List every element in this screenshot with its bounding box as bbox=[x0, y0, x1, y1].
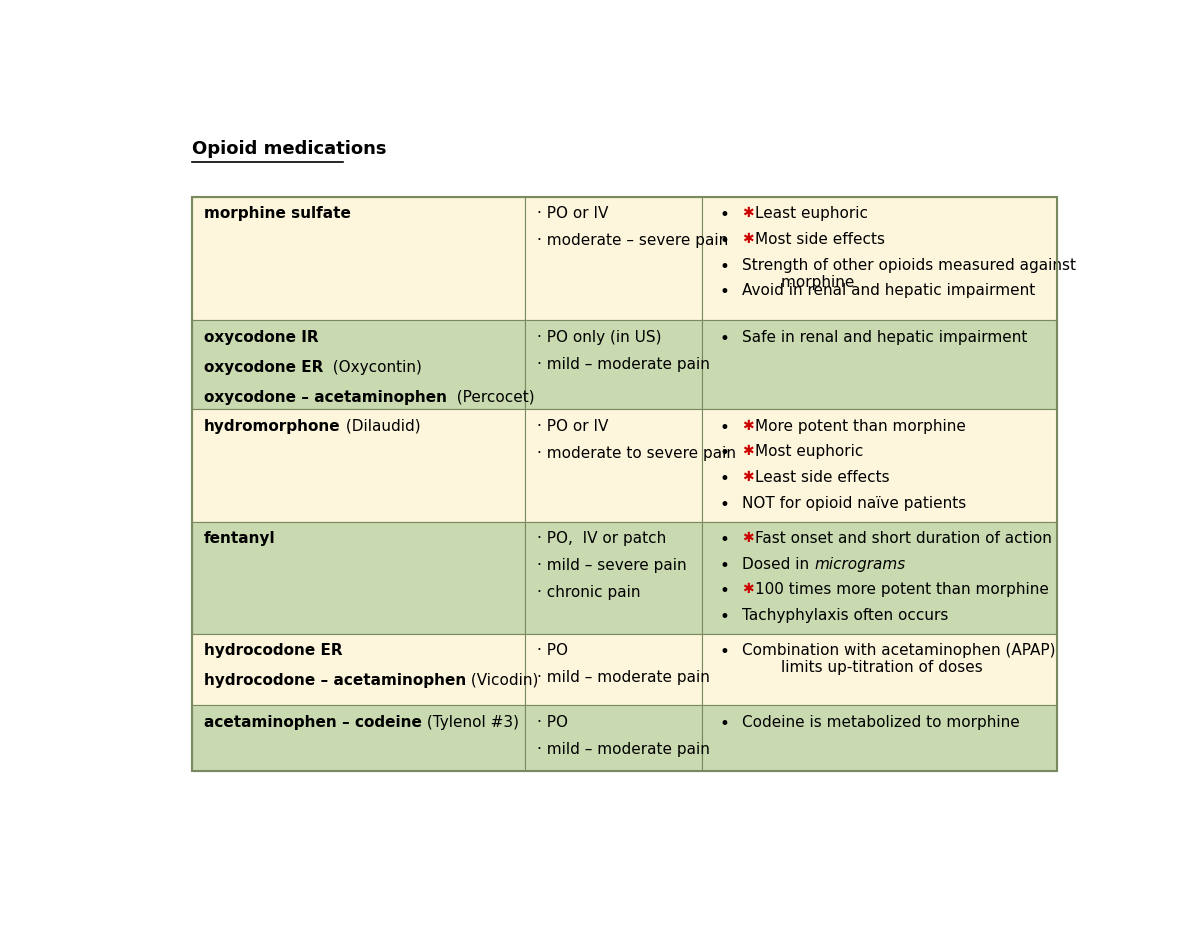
Text: •: • bbox=[720, 284, 730, 301]
Text: morphine sulfate: morphine sulfate bbox=[204, 206, 350, 222]
Text: ✱: ✱ bbox=[742, 419, 754, 433]
Text: •: • bbox=[720, 715, 730, 732]
Bar bbox=[524, 705, 702, 771]
Bar bbox=[192, 633, 524, 705]
Bar bbox=[702, 410, 1057, 522]
Text: · moderate to severe pain: · moderate to severe pain bbox=[536, 446, 736, 461]
Text: Strength of other opioids measured against
        morphine: Strength of other opioids measured again… bbox=[742, 258, 1076, 290]
Text: Dosed in: Dosed in bbox=[742, 556, 814, 572]
Text: Most euphoric: Most euphoric bbox=[755, 444, 863, 460]
Text: · mild – severe pain: · mild – severe pain bbox=[536, 558, 686, 573]
Text: ✱: ✱ bbox=[742, 531, 754, 545]
Text: hydrocodone ER: hydrocodone ER bbox=[204, 642, 342, 658]
Text: Tachyphylaxis often occurs: Tachyphylaxis often occurs bbox=[742, 608, 948, 623]
Text: · PO or IV: · PO or IV bbox=[536, 206, 608, 222]
Text: acetaminophen – codeine: acetaminophen – codeine bbox=[204, 715, 422, 730]
Text: ✱: ✱ bbox=[742, 444, 754, 459]
Bar bbox=[702, 321, 1057, 410]
Text: oxycodone – acetaminophen: oxycodone – acetaminophen bbox=[204, 389, 446, 405]
Text: More potent than morphine: More potent than morphine bbox=[755, 419, 966, 434]
Text: Fast onset and short duration of action: Fast onset and short duration of action bbox=[755, 531, 1051, 546]
Text: · mild – moderate pain: · mild – moderate pain bbox=[536, 670, 710, 685]
Text: 100 times more potent than morphine: 100 times more potent than morphine bbox=[755, 582, 1049, 597]
Bar bbox=[524, 522, 702, 633]
Text: NOT for opioid naïve patients: NOT for opioid naïve patients bbox=[742, 496, 966, 511]
Text: •: • bbox=[720, 608, 730, 626]
Text: micrograms: micrograms bbox=[814, 556, 905, 572]
Text: · PO or IV: · PO or IV bbox=[536, 419, 608, 434]
Text: •: • bbox=[720, 444, 730, 463]
Text: ✱: ✱ bbox=[742, 470, 754, 484]
Bar bbox=[702, 633, 1057, 705]
Text: Avoid in renal and hepatic impairment: Avoid in renal and hepatic impairment bbox=[742, 284, 1036, 298]
Bar bbox=[192, 321, 524, 410]
Text: (Vicodin): (Vicodin) bbox=[466, 673, 539, 688]
Bar bbox=[192, 410, 524, 522]
Bar bbox=[192, 197, 1057, 771]
Bar bbox=[192, 197, 524, 321]
Text: hydromorphone: hydromorphone bbox=[204, 419, 341, 434]
Text: •: • bbox=[720, 330, 730, 348]
Bar bbox=[192, 522, 524, 633]
Text: Least euphoric: Least euphoric bbox=[755, 206, 868, 222]
Text: · PO: · PO bbox=[536, 642, 568, 658]
Text: •: • bbox=[720, 582, 730, 600]
Text: ✱: ✱ bbox=[742, 232, 754, 246]
Text: hydrocodone – acetaminophen: hydrocodone – acetaminophen bbox=[204, 673, 466, 688]
Text: Most side effects: Most side effects bbox=[755, 232, 884, 247]
Text: · mild – moderate pain: · mild – moderate pain bbox=[536, 742, 710, 756]
Text: ✱: ✱ bbox=[742, 582, 754, 596]
Text: •: • bbox=[720, 531, 730, 549]
Text: Least side effects: Least side effects bbox=[755, 470, 889, 485]
Text: · PO,  IV or patch: · PO, IV or patch bbox=[536, 531, 666, 546]
Bar bbox=[524, 197, 702, 321]
Text: · chronic pain: · chronic pain bbox=[536, 585, 641, 600]
Bar bbox=[524, 410, 702, 522]
Text: ✱: ✱ bbox=[742, 206, 754, 221]
Text: •: • bbox=[720, 556, 730, 575]
Text: •: • bbox=[720, 419, 730, 437]
Text: · mild – moderate pain: · mild – moderate pain bbox=[536, 357, 710, 372]
Bar bbox=[702, 705, 1057, 771]
Text: · moderate – severe pain: · moderate – severe pain bbox=[536, 234, 728, 248]
Text: •: • bbox=[720, 206, 730, 224]
Text: •: • bbox=[720, 496, 730, 514]
Text: •: • bbox=[720, 258, 730, 275]
Text: (Dilaudid): (Dilaudid) bbox=[341, 419, 420, 434]
Text: · PO: · PO bbox=[536, 715, 568, 730]
Text: oxycodone ER: oxycodone ER bbox=[204, 360, 323, 375]
Bar bbox=[702, 197, 1057, 321]
Bar bbox=[524, 633, 702, 705]
Text: Opioid medications: Opioid medications bbox=[192, 140, 386, 158]
Text: •: • bbox=[720, 232, 730, 250]
Bar bbox=[702, 522, 1057, 633]
Bar bbox=[192, 705, 524, 771]
Bar bbox=[524, 321, 702, 410]
Text: •: • bbox=[720, 470, 730, 489]
Text: Combination with acetaminophen (APAP)
        limits up-titration of doses: Combination with acetaminophen (APAP) li… bbox=[742, 642, 1056, 675]
Text: (Tylenol #3): (Tylenol #3) bbox=[422, 715, 518, 730]
Text: (Oxycontin): (Oxycontin) bbox=[323, 360, 422, 375]
Text: oxycodone IR: oxycodone IR bbox=[204, 330, 318, 345]
Text: · PO only (in US): · PO only (in US) bbox=[536, 330, 661, 345]
Text: Codeine is metabolized to morphine: Codeine is metabolized to morphine bbox=[742, 715, 1020, 730]
Text: (Percocet): (Percocet) bbox=[446, 389, 534, 405]
Text: fentanyl: fentanyl bbox=[204, 531, 276, 546]
Text: •: • bbox=[720, 642, 730, 661]
Text: Safe in renal and hepatic impairment: Safe in renal and hepatic impairment bbox=[742, 330, 1027, 345]
